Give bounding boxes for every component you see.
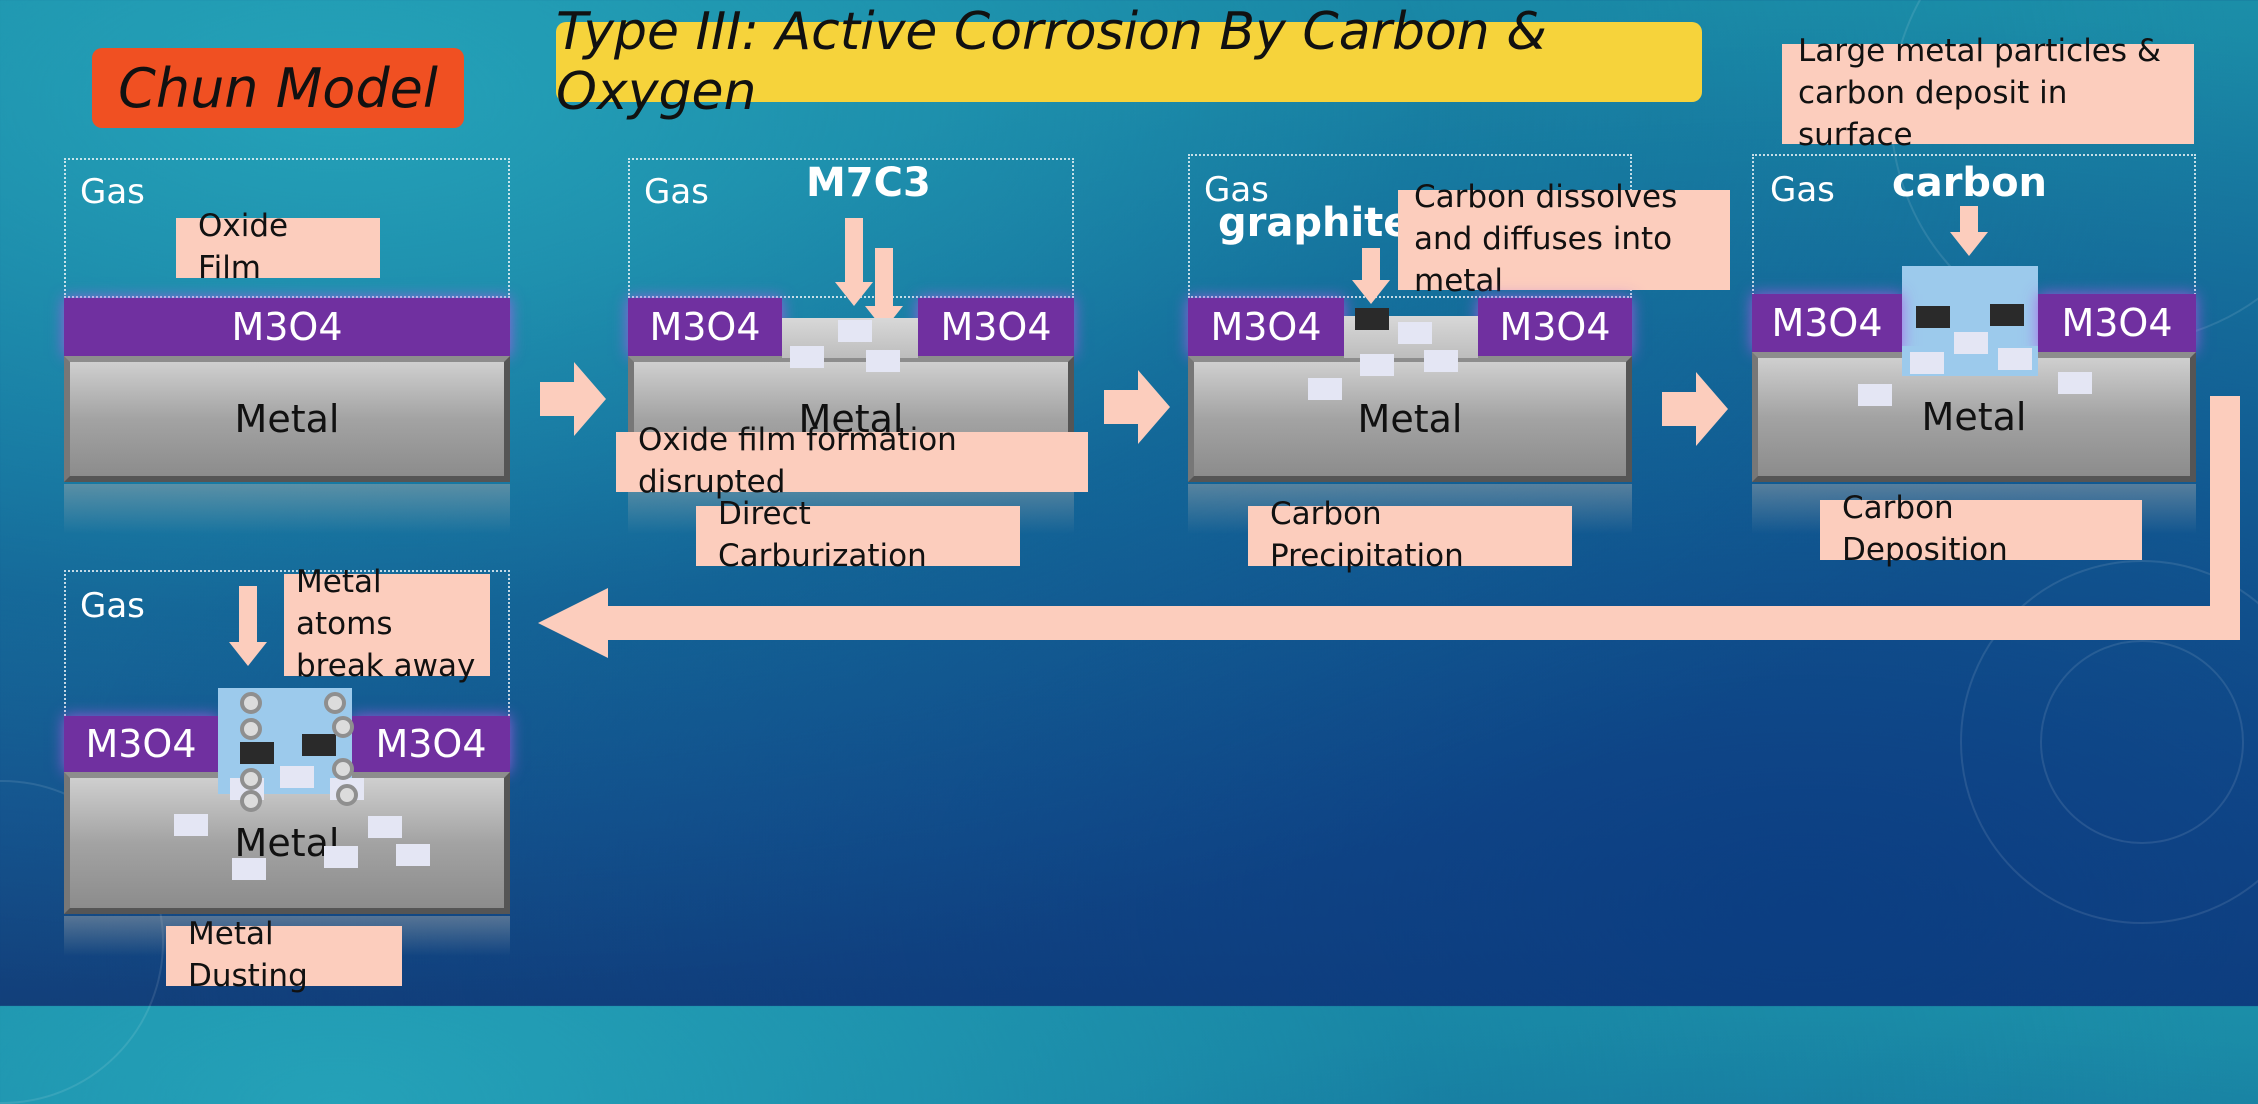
- down-arrow-icon: [1960, 206, 1978, 234]
- m7c3-particle: [866, 350, 900, 372]
- metal-atom-icon: [324, 692, 346, 714]
- metal-particle: [232, 858, 266, 880]
- gas-label: Gas: [644, 172, 709, 212]
- right-arrow-icon: [1662, 372, 1728, 446]
- metal-atom-icon: [336, 784, 358, 806]
- down-arrow-icon: [229, 642, 267, 666]
- down-arrow-icon: [875, 248, 893, 306]
- metal-particle: [174, 814, 208, 836]
- metal-atom-icon: [240, 768, 262, 790]
- metal-atom-icon: [240, 790, 262, 812]
- m3o4-layer-right: M3O4: [2038, 294, 2196, 352]
- m3o4-layer-right: M3O4: [918, 298, 1074, 356]
- graphite-callout: graphite: [1218, 200, 1411, 246]
- m3o4-layer-right: M3O4: [352, 716, 510, 772]
- metal-particle: [1998, 348, 2032, 370]
- carbide-particle: [1308, 378, 1342, 400]
- carbon-deposit: [1916, 306, 1950, 328]
- type-title: Type III: Active Corrosion By Carbon & O…: [556, 2, 1702, 122]
- gas-label: Gas: [1770, 170, 1835, 210]
- gas-region: [64, 158, 510, 298]
- metal-particle: [1910, 352, 1944, 374]
- carbide-particle: [1398, 322, 1432, 344]
- return-arrow-icon: [538, 396, 2240, 658]
- metal-atom-icon: [240, 692, 262, 714]
- m3o4-layer-left: M3O4: [1752, 294, 1902, 352]
- gas-label: Gas: [1204, 170, 1269, 210]
- metal-atom-icon: [332, 758, 354, 780]
- m7c3-particle: [790, 346, 824, 368]
- carbide-particle: [1360, 354, 1394, 376]
- gas-label: Gas: [80, 172, 145, 212]
- metal-particle: [324, 846, 358, 868]
- metal-block: Metal: [1188, 356, 1632, 482]
- metal-particle: [1858, 384, 1892, 406]
- carbon-deposit: [240, 742, 274, 764]
- metal-particle: [368, 816, 402, 838]
- dissolve-note: Carbon dissolves and diffuses into metal: [1398, 179, 1730, 299]
- carbon-precipitation-caption: Carbon Precipitation: [1248, 496, 1572, 574]
- metal-dusting-caption: Metal Dusting: [166, 916, 402, 994]
- down-arrow-icon: [845, 218, 863, 282]
- metal-particle: [1954, 332, 1988, 354]
- graphite-deposit: [1355, 308, 1389, 330]
- oxide-film-label: Oxide Film: [176, 208, 380, 286]
- m7c3-particle: [838, 320, 872, 342]
- carbon-callout: carbon: [1892, 160, 2048, 206]
- down-arrow-icon: [1352, 280, 1390, 304]
- metal-block: Metal: [64, 356, 510, 482]
- metal-atom-icon: [240, 718, 262, 740]
- down-arrow-icon: [1950, 232, 1988, 256]
- metal-reflection: [64, 484, 510, 534]
- down-arrow-icon: [1362, 248, 1380, 280]
- metal-block: Metal: [64, 772, 510, 914]
- carbon-deposit: [302, 734, 336, 756]
- down-arrow-icon: [835, 282, 873, 306]
- m3o4-layer-right: M3O4: [1478, 298, 1632, 356]
- m7c3-callout: M7C3: [806, 160, 931, 206]
- m3o4-layer-left: M3O4: [628, 298, 782, 356]
- m3o4-layer-left: M3O4: [64, 716, 218, 772]
- carbon-deposit: [1990, 304, 2024, 326]
- background-ring: [2040, 640, 2244, 844]
- metal-particle: [280, 766, 314, 788]
- carbide-particle: [1424, 350, 1458, 372]
- down-arrow-icon: [239, 586, 257, 642]
- deposit-note: Large metal particles & carbon deposit i…: [1782, 33, 2194, 153]
- metal-particle: [2058, 372, 2092, 394]
- right-arrow-icon: [540, 362, 606, 436]
- model-title: Chun Model: [92, 48, 464, 128]
- gas-label: Gas: [80, 586, 145, 626]
- metal-particle: [396, 844, 430, 866]
- metal-atoms-note: Metal atoms break away: [284, 564, 490, 684]
- m3o4-layer-left: M3O4: [1188, 298, 1344, 356]
- right-arrow-icon: [1104, 370, 1170, 444]
- metal-atom-icon: [332, 716, 354, 738]
- m3o4-layer: M3O4: [64, 298, 510, 356]
